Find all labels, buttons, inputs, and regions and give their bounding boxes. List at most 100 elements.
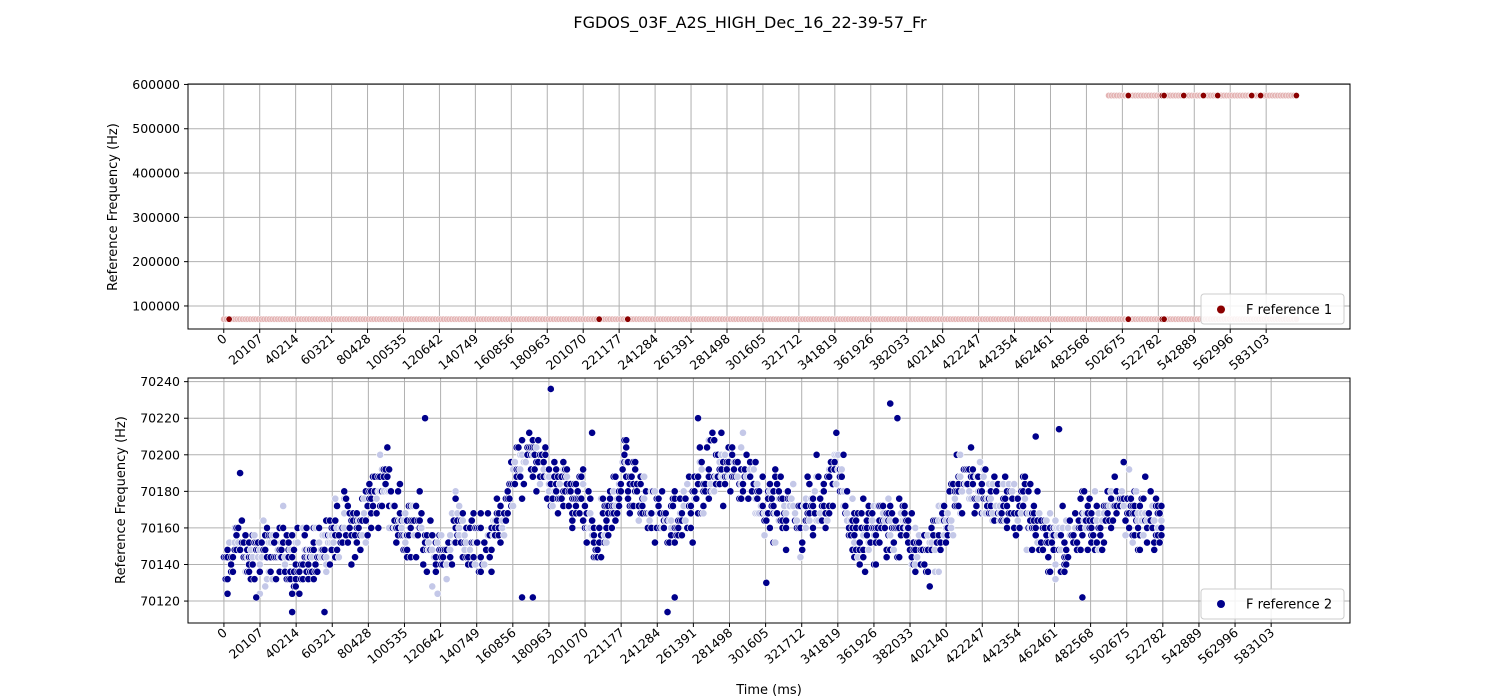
data-point	[534, 436, 543, 445]
data-point	[257, 538, 266, 547]
data-point	[737, 443, 746, 452]
data-point	[1031, 531, 1040, 540]
data-point	[1065, 516, 1074, 525]
data-point	[1080, 487, 1089, 496]
x-tick-label: 583103	[1226, 331, 1272, 373]
data-point	[1180, 92, 1188, 100]
data-point	[1038, 545, 1047, 554]
data-point	[809, 531, 817, 540]
data-point	[252, 593, 261, 602]
data-point	[545, 465, 553, 474]
data-point	[320, 545, 329, 554]
data-point	[322, 567, 331, 576]
data-point	[868, 509, 877, 518]
data-point	[654, 494, 663, 503]
data-point	[584, 487, 593, 496]
data-point	[1109, 516, 1117, 525]
data-point	[279, 502, 288, 510]
data-point	[1157, 516, 1166, 525]
data-point	[717, 428, 726, 437]
top-legend[interactable]: F reference 1	[1200, 293, 1345, 325]
data-point	[862, 531, 871, 540]
data-point	[871, 531, 880, 540]
data-point	[1073, 538, 1081, 547]
data-point	[241, 531, 250, 540]
data-point	[758, 472, 767, 481]
data-point	[615, 494, 623, 503]
data-point	[1125, 524, 1133, 532]
data-point	[927, 524, 936, 532]
data-point	[852, 516, 861, 525]
data-point	[1110, 472, 1119, 481]
data-point	[376, 450, 385, 459]
data-point	[412, 553, 420, 562]
data-point	[728, 443, 737, 452]
data-point	[505, 494, 514, 503]
x-tick-label: 60321	[297, 331, 337, 368]
data-point	[451, 487, 460, 496]
data-point	[753, 494, 762, 503]
data-point	[886, 502, 895, 510]
data-point	[1146, 487, 1155, 496]
data-point	[315, 538, 324, 547]
data-point	[437, 531, 446, 540]
data-point	[970, 509, 979, 518]
data-point	[805, 480, 814, 488]
x-tick-label: 0	[214, 331, 230, 348]
data-point	[774, 487, 783, 496]
data-point	[270, 538, 279, 547]
data-point	[518, 494, 526, 503]
bottom-y-axis: 70120 70140 70160 70180 70200 70220 70240	[140, 374, 188, 609]
data-point	[997, 509, 1006, 518]
data-point	[739, 487, 747, 496]
data-point	[782, 516, 790, 525]
data-point	[564, 502, 573, 510]
data-point	[331, 516, 340, 525]
data-point	[902, 531, 911, 540]
data-point	[354, 524, 363, 532]
data-point	[1051, 575, 1060, 584]
data-point	[855, 538, 864, 547]
data-point	[528, 472, 537, 481]
data-point	[1046, 567, 1054, 576]
data-point	[369, 502, 377, 510]
top-grid	[188, 83, 1350, 329]
data-point	[363, 531, 372, 540]
data-point	[911, 567, 920, 576]
data-point	[947, 516, 956, 525]
data-point	[692, 494, 701, 503]
data-point	[518, 436, 526, 445]
data-point	[782, 524, 790, 532]
data-point	[496, 502, 505, 510]
data-point	[942, 538, 950, 547]
data-point	[595, 524, 604, 532]
data-point	[1003, 516, 1011, 525]
data-point	[850, 531, 859, 540]
data-point	[455, 524, 464, 532]
data-point	[647, 509, 656, 518]
data-point	[573, 487, 582, 496]
data-point	[651, 487, 659, 496]
data-point	[577, 472, 586, 481]
x-tick-label: 40214	[261, 331, 301, 368]
data-point	[604, 531, 613, 540]
top-legend-label: F reference 1	[1246, 303, 1332, 318]
data-point	[965, 487, 974, 496]
data-point	[322, 553, 331, 562]
data-point	[977, 487, 986, 496]
data-point	[814, 472, 823, 481]
data-point	[345, 524, 354, 532]
data-point	[406, 524, 415, 532]
data-point	[250, 575, 259, 584]
data-point	[1064, 553, 1072, 562]
top-legend-box	[1200, 293, 1345, 325]
data-point	[737, 494, 746, 503]
data-point	[627, 472, 636, 481]
data-point	[631, 458, 640, 467]
bottom-plot-border	[187, 377, 1351, 624]
bottom-legend[interactable]: F reference 2	[1200, 588, 1345, 620]
data-point	[954, 502, 963, 510]
data-point	[697, 465, 706, 474]
data-point	[1135, 502, 1144, 510]
